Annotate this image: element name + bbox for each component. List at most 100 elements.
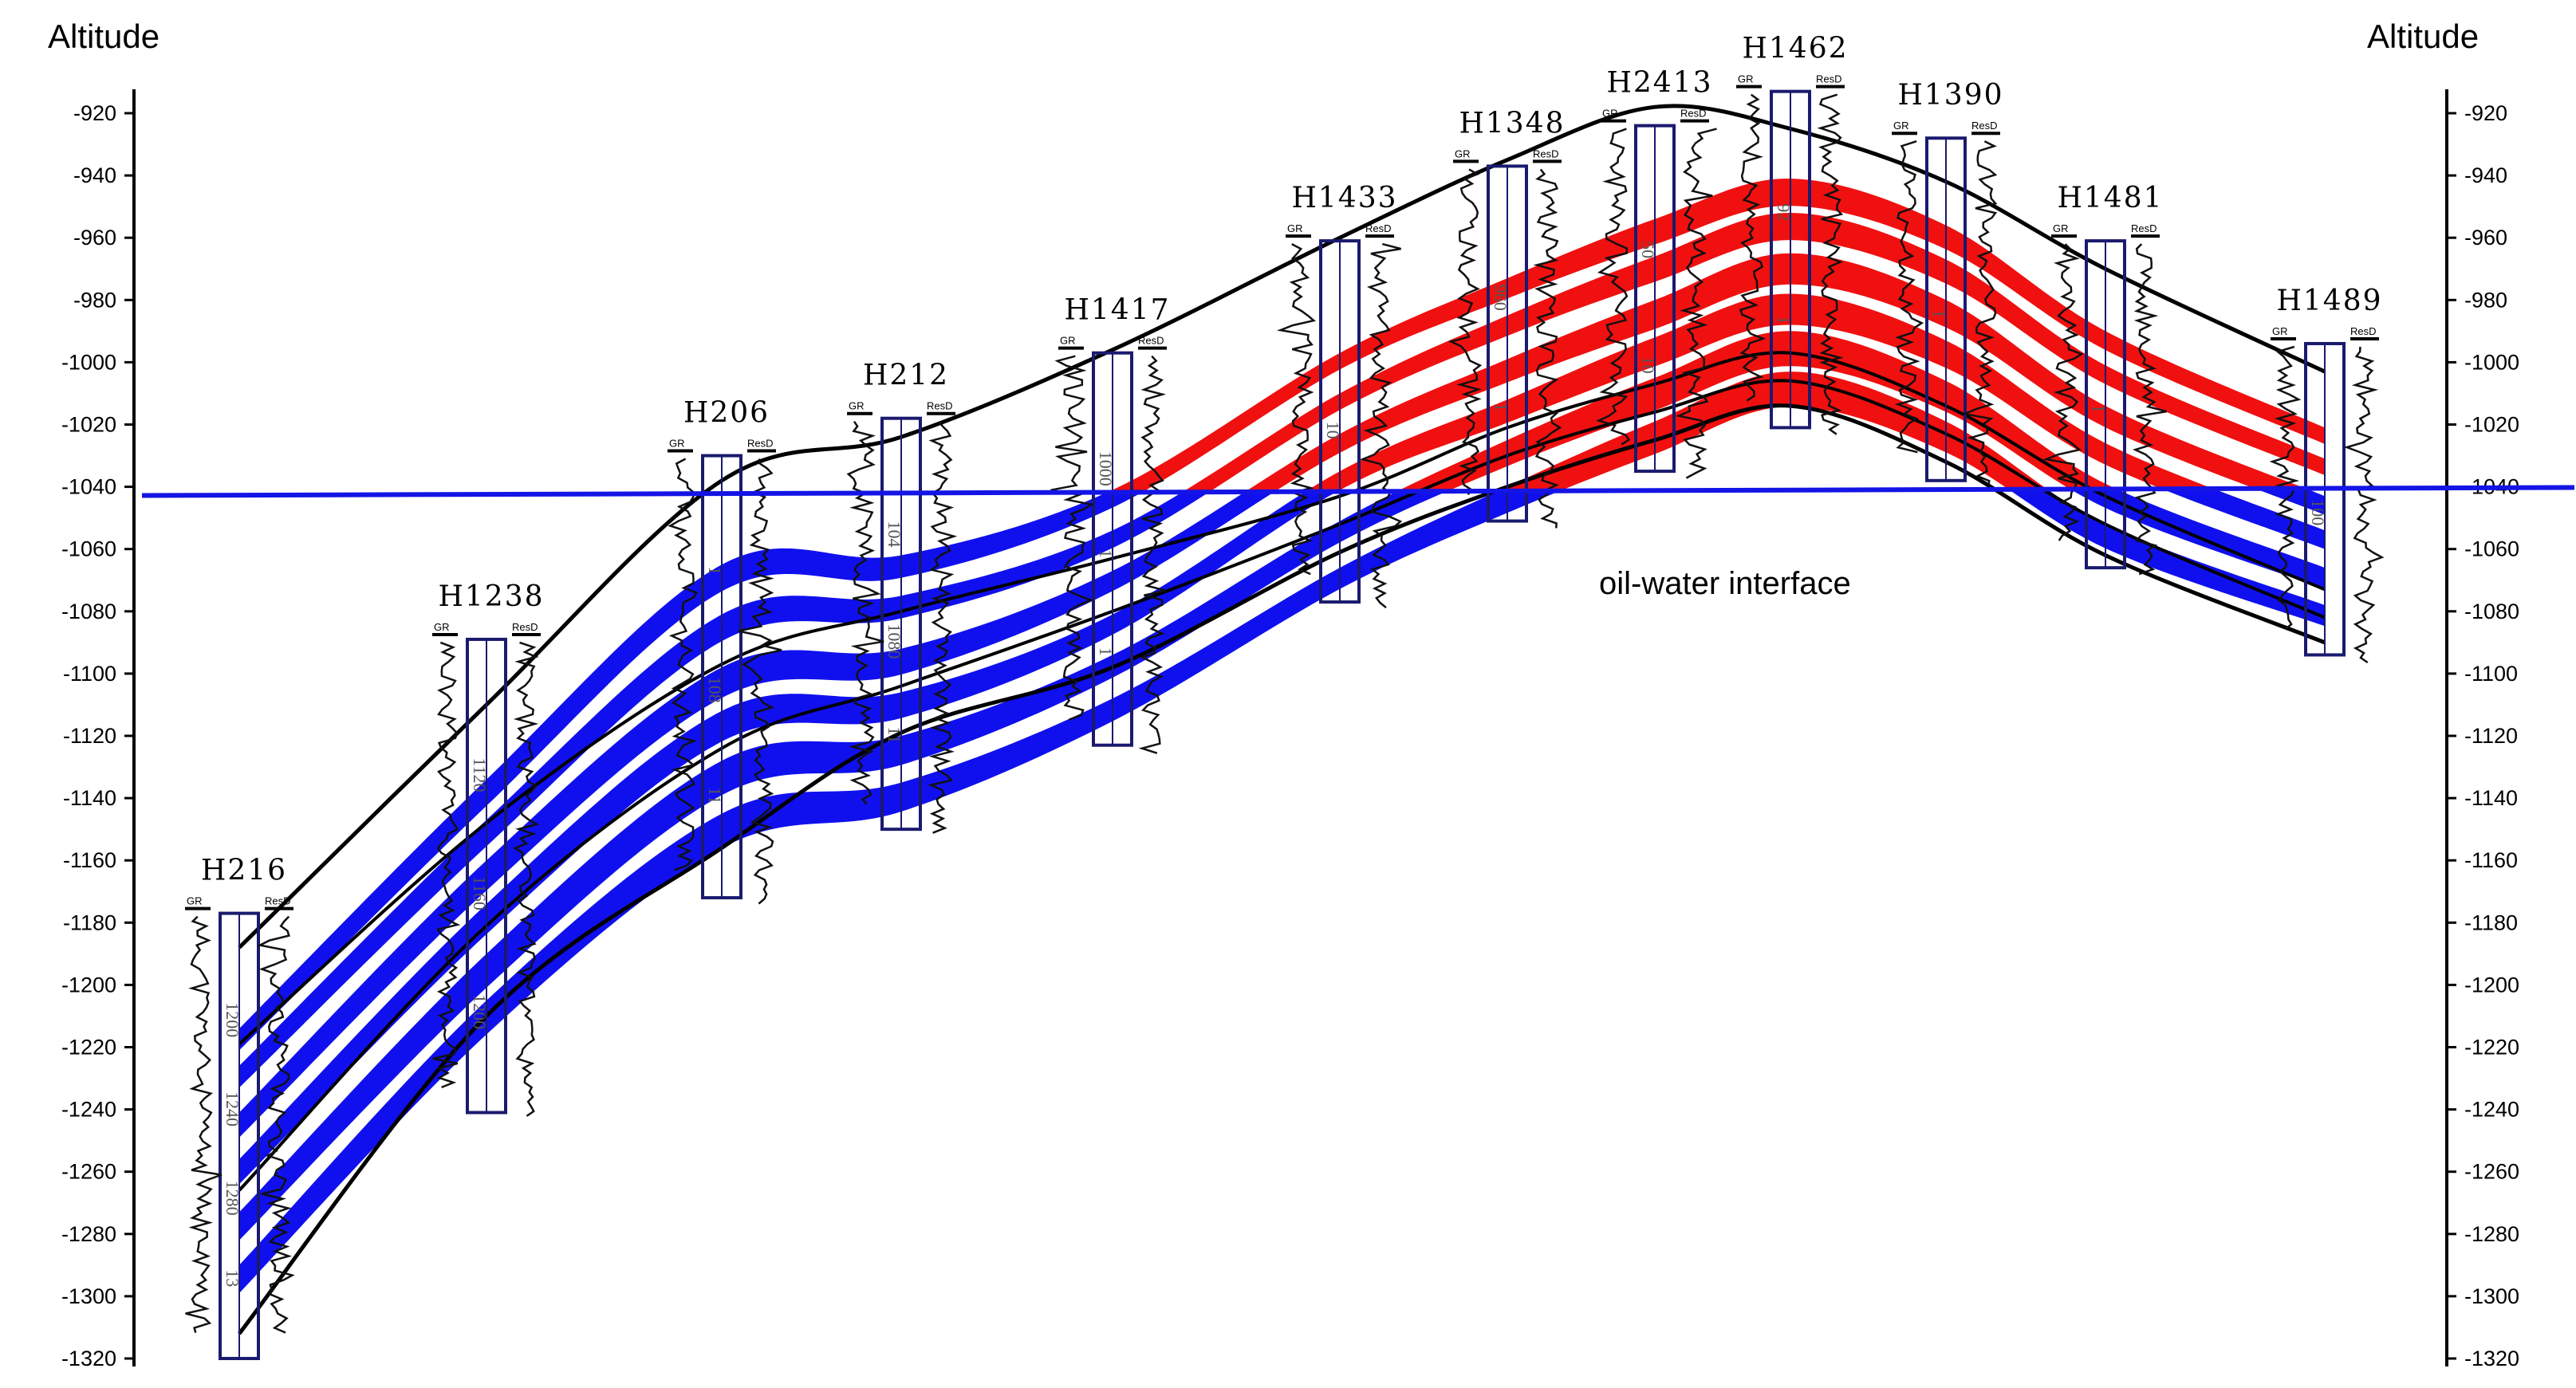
well-h216: GR ResD H216 1200 1240 1280 13 xyxy=(185,855,295,1360)
right-tick-label: -940 xyxy=(2464,163,2507,187)
left-tick-label: -1180 xyxy=(63,910,116,934)
well-h212: GR ResD H212 104 1080 11 xyxy=(846,360,958,834)
right-tick-label: -1080 xyxy=(2464,600,2519,623)
depth-mark-label: 1 xyxy=(1929,309,1949,318)
gr-header-label: GR xyxy=(187,895,203,907)
resd-header-label: ResD xyxy=(1138,335,1164,347)
gr-log-curve xyxy=(668,458,698,871)
gr-header-label: GR xyxy=(2272,325,2288,337)
left-tick-label: -980 xyxy=(73,288,116,312)
oil-bearing-layer xyxy=(1112,178,2325,490)
resd-header-label: ResD xyxy=(265,895,291,907)
well-name-label: H2413 xyxy=(1606,67,1712,100)
right-axis-title: Altitude xyxy=(2367,18,2479,55)
depth-mark-label: 1120 xyxy=(470,757,490,792)
right-tick-label: -1020 xyxy=(2464,413,2519,437)
resd-log-curve xyxy=(738,458,782,905)
well-h1433: GR ResD H1433 10 xyxy=(1276,182,1403,609)
gr-log-curve xyxy=(1894,140,1924,454)
well-name-label: H1489 xyxy=(2276,285,2382,317)
gr-log-curve xyxy=(846,420,884,805)
right-tick-label: -1160 xyxy=(2464,848,2518,872)
well-name-label: H1481 xyxy=(2057,182,2163,214)
left-tick-label: -1100 xyxy=(63,662,116,686)
depth-mark-label: 50 xyxy=(1638,241,1658,258)
right-tick-label: -1280 xyxy=(2464,1222,2519,1246)
depth-mark-label: 11 xyxy=(705,787,725,804)
depth-mark-label: 108 xyxy=(705,677,725,703)
well-name-label: H1238 xyxy=(438,580,544,613)
resd-header-label: ResD xyxy=(1365,222,1392,234)
left-tick-label: -1140 xyxy=(63,786,116,810)
resd-log-curve xyxy=(928,420,958,834)
resd-header-label: ResD xyxy=(747,438,774,450)
altitude-axes: -920 -940 -960 -980 -1000 -1020 -1040 -1060 -108… xyxy=(61,89,2519,1370)
well-h206: GR ResD H206 1 108 11 xyxy=(668,397,782,905)
resd-header-label: ResD xyxy=(1816,73,1842,85)
oil-bearing-layer xyxy=(1500,372,2049,490)
left-tick-label: -920 xyxy=(73,101,116,125)
gr-header-label: GR xyxy=(1287,222,1303,234)
gr-header-label: GR xyxy=(1602,108,1618,120)
depth-mark-label: 11 xyxy=(884,726,904,743)
depth-mark-label: 1080 xyxy=(884,623,904,659)
depth-mark-label: 92 xyxy=(1774,203,1794,221)
right-tick-label: -1120 xyxy=(2464,724,2518,748)
resd-header-label: ResD xyxy=(512,621,538,633)
resd-log-curve xyxy=(2343,346,2385,664)
top-boundary-line xyxy=(238,104,2326,950)
depth-mark-label: 1 xyxy=(1096,647,1116,656)
left-tick-label: -1160 xyxy=(63,848,116,872)
gr-log-curve xyxy=(185,915,223,1333)
well-name-label: H212 xyxy=(863,360,949,392)
well-name-label: H1433 xyxy=(1291,182,1397,214)
depth-mark-label: 13 xyxy=(223,1269,242,1287)
well-h1417: GR ResD H1417 1000 1 1 xyxy=(1050,294,1169,754)
well-h2413: GR ResD H2413 50 10 xyxy=(1596,67,1717,479)
right-tick-label: -1200 xyxy=(2464,973,2519,997)
right-tick-label: -1180 xyxy=(2464,910,2518,934)
right-tick-label: -1260 xyxy=(2464,1160,2519,1184)
left-tick-label: -1280 xyxy=(61,1222,116,1246)
well-h1462: GR ResD H1462 92 1 xyxy=(1736,33,1847,435)
gr-log-curve xyxy=(1448,168,1483,496)
gr-header-label: GR xyxy=(2053,222,2069,234)
gr-header-label: GR xyxy=(1060,335,1076,347)
depth-mark-label: 10 xyxy=(1323,422,1343,439)
depth-mark-label: 1160 xyxy=(470,876,490,910)
right-tick-label: -920 xyxy=(2464,101,2507,125)
resd-log-curve xyxy=(1359,242,1403,609)
resd-log-curve xyxy=(1675,128,1717,479)
gr-log-curve xyxy=(432,641,461,1089)
right-tick-label: -1100 xyxy=(2464,662,2518,686)
left-tick-label: -1200 xyxy=(61,973,116,997)
depth-mark-label: 1 xyxy=(705,566,725,575)
left-axis-title: Altitude xyxy=(48,18,160,55)
oil-water-interface-line xyxy=(141,485,2575,498)
water-bearing-layer xyxy=(239,490,1147,1051)
water-zone xyxy=(239,490,2325,1293)
gr-header-label: GR xyxy=(1738,73,1754,85)
right-tick-label: -1300 xyxy=(2464,1284,2519,1308)
right-tick-label: -1240 xyxy=(2464,1098,2519,1122)
resd-header-label: ResD xyxy=(2350,325,2377,337)
resd-log-curve xyxy=(257,915,295,1334)
resd-log-curve xyxy=(1817,93,1844,435)
left-tick-label: -1020 xyxy=(61,413,116,437)
inner-boundary-line xyxy=(238,351,2326,1046)
left-tick-label: -1300 xyxy=(61,1284,116,1308)
well-h1238: GR ResD H1238 1120 1160 1200 xyxy=(432,580,544,1117)
well-h1489: GR ResD H1489 100 xyxy=(2269,285,2385,664)
gr-log-curve xyxy=(1050,355,1094,721)
well-name-label: H206 xyxy=(683,397,770,430)
left-tick-label: -1000 xyxy=(61,350,116,374)
left-tick-label: -1240 xyxy=(61,1098,116,1122)
gr-header-label: GR xyxy=(849,400,865,412)
well-name-label: H1390 xyxy=(1897,79,2003,112)
left-tick-label: -1120 xyxy=(63,724,116,748)
left-tick-label: -1040 xyxy=(61,475,116,499)
left-tick-label: -960 xyxy=(73,226,116,250)
resd-header-label: ResD xyxy=(1680,108,1707,120)
right-tick-label: -1320 xyxy=(2464,1347,2519,1370)
right-tick-label: -1000 xyxy=(2464,350,2519,374)
